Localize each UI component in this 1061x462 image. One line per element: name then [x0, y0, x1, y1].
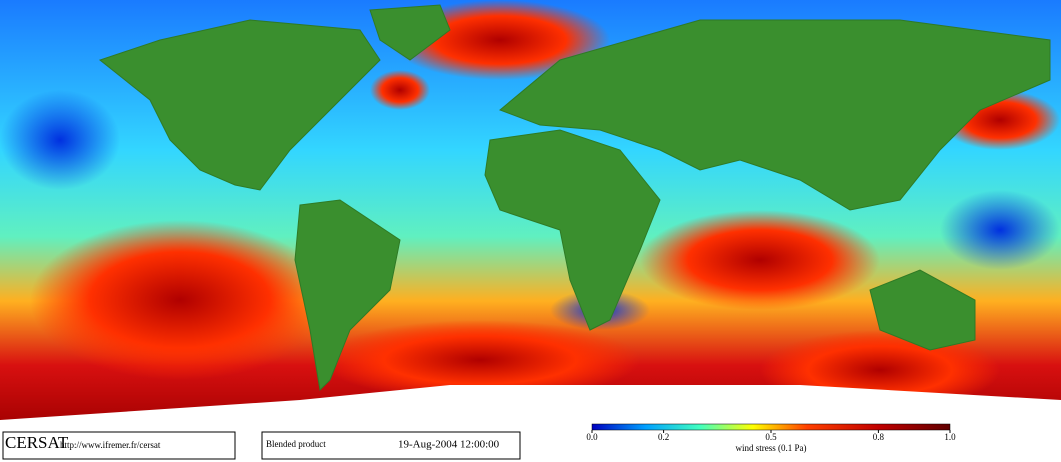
date: 19-Aug-2004 12:00:00 [398, 439, 500, 451]
colorbar-tick-label: 0.2 [658, 432, 669, 442]
colorbar [591, 423, 951, 431]
product: Blended product [266, 439, 326, 449]
colorbar-label: wind stress (0.1 Pa) [736, 443, 807, 453]
product-box [261, 431, 521, 460]
antarctica [0, 385, 1061, 430]
logo-box [2, 431, 236, 460]
colorbar-tick-label: 0.8 [873, 432, 885, 442]
colorbar-tick-label: 0.0 [586, 432, 598, 442]
logo: CERSAT [5, 433, 69, 452]
colorbar-tick-label: 0.5 [765, 432, 777, 442]
colorbar-tick-label: 1.0 [944, 432, 956, 442]
url: http://www.ifremer.fr/cersat [60, 440, 161, 450]
continents [98, 4, 1051, 392]
